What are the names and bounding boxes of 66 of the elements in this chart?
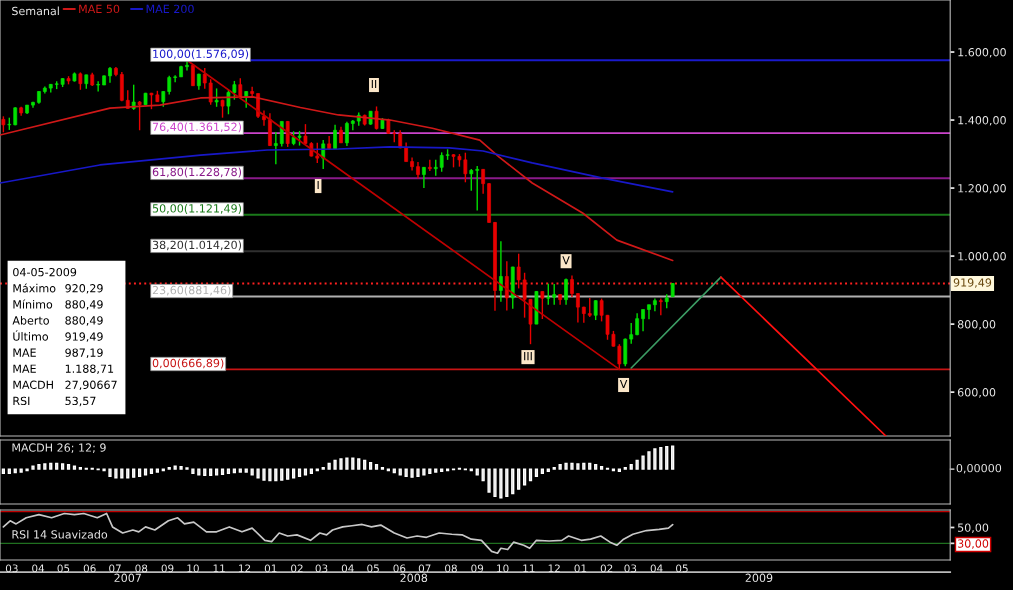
x-tick-label: 12: [239, 564, 251, 573]
annotation: V: [619, 379, 628, 389]
y-tick-label: 1.600,00: [958, 48, 1006, 58]
text: RSI 14 Suavizado: [12, 530, 108, 539]
x-tick-label: 04: [341, 564, 354, 573]
annotation: Máximo 920,29: [13, 283, 103, 294]
x-tick-label: 03: [624, 564, 637, 573]
ref-line-label: 61,80(1.228,78): [152, 167, 242, 178]
x2-tick-label: 2009: [745, 573, 773, 583]
annotation: V: [562, 256, 570, 265]
annotation: 04-05-2009: [13, 267, 77, 277]
x-tick-label: 07: [109, 564, 121, 573]
y-tick-label: 1.000,00: [958, 252, 1006, 262]
y-tick-label: 600,00: [957, 388, 996, 398]
text: RSI 53,57: [13, 396, 96, 407]
x-tick-label: 06: [83, 564, 96, 573]
text: Último 919,49: [13, 330, 103, 342]
x-tick-label: 05: [676, 564, 688, 573]
ref-line-label: 50,00(1.121,49): [152, 204, 242, 214]
ref-line-label: 100,00(1.576,09): [153, 49, 249, 60]
x-tick-label: 06: [393, 564, 406, 573]
x-tick-label: 08: [445, 564, 457, 573]
x-tick-label: 02: [600, 564, 613, 573]
x2-tick-label: 2008: [400, 573, 428, 583]
x-tick-label: 05: [367, 564, 379, 573]
x-tick-label: 11: [213, 564, 225, 573]
y-tick-label: 1.400,00: [958, 116, 1006, 126]
x2-tick-label: 2007: [114, 573, 141, 583]
x-tick-label: 10: [187, 564, 199, 573]
text: MAE 1.188,71: [13, 364, 114, 375]
x-tick-label: 04: [650, 564, 663, 573]
ref-line-label: 76,40(1.361,52): [152, 122, 242, 133]
x-tick-label: 04: [32, 564, 45, 573]
y-tick-label: 30,00: [957, 539, 989, 549]
annotation: I: [317, 181, 319, 190]
text: 0,00000: [956, 463, 1002, 474]
ref-line-label: 0,00(666,89): [152, 358, 224, 369]
x-tick-label: 01: [574, 564, 587, 573]
y-tick-label: 1.200,00: [958, 184, 1006, 194]
x-tick-label: 08: [135, 564, 148, 573]
y-tick-label: 50,00: [958, 523, 989, 533]
x-tick-label: 10: [497, 564, 509, 573]
annotation: Mínimo 880,49: [13, 299, 103, 310]
x-tick-label: 09: [161, 564, 174, 573]
x-tick-label: 02: [291, 564, 303, 573]
x-tick-label: 05: [57, 564, 70, 573]
legend-label: MAE 200: [146, 4, 194, 14]
x-tick-label: 03: [315, 564, 328, 573]
ref-line-label: 23,60(881,46): [152, 285, 231, 296]
text: MAE 987,19: [13, 348, 103, 358]
x-tick-label: 12: [548, 564, 560, 573]
ref-line-label: 919,49: [953, 278, 992, 288]
legend-label: MAE 50: [79, 4, 120, 14]
annotation: III: [524, 352, 532, 361]
x-tick-label: 03: [5, 564, 18, 573]
ref-line-label: 38,20(1.014,20): [152, 240, 242, 251]
chart-title: Semanal: [12, 6, 59, 16]
annotation: MACDH 27,90667: [13, 380, 117, 391]
y-tick-label: 800,00: [957, 320, 996, 330]
x-tick-label: 07: [418, 564, 431, 573]
x-tick-label: 09: [471, 564, 484, 573]
text: Aberto 880,49: [12, 316, 103, 326]
x-tick-label: 01: [264, 564, 277, 573]
x-tick-label: 11: [523, 564, 535, 573]
annotation: II: [371, 79, 377, 89]
chart-title: MACDH 26; 12; 9: [12, 443, 106, 453]
